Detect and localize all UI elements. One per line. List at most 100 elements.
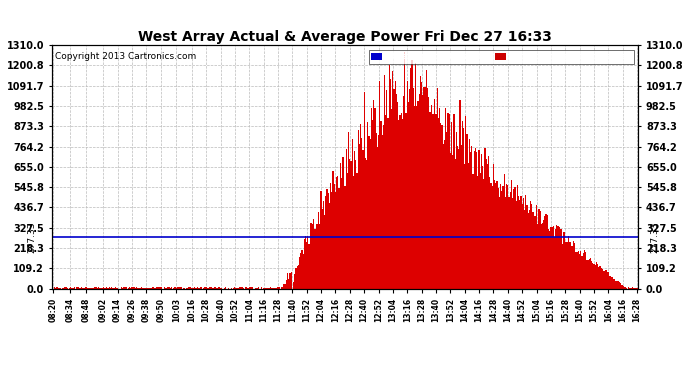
Text: 277.33: 277.33 bbox=[651, 221, 660, 253]
Bar bbox=[273, 288, 274, 289]
Bar bbox=[391, 109, 393, 289]
Bar bbox=[121, 288, 123, 289]
Bar bbox=[164, 287, 165, 289]
Bar bbox=[360, 124, 361, 289]
Bar bbox=[355, 160, 356, 289]
Bar bbox=[110, 288, 111, 289]
Bar bbox=[171, 287, 172, 289]
Bar bbox=[512, 198, 513, 289]
Bar bbox=[361, 138, 362, 289]
Bar bbox=[302, 254, 304, 289]
Bar bbox=[528, 213, 529, 289]
Bar bbox=[310, 222, 311, 289]
Bar bbox=[344, 186, 346, 289]
Bar bbox=[462, 122, 463, 289]
Bar bbox=[451, 122, 452, 289]
Bar bbox=[130, 288, 131, 289]
Bar bbox=[395, 81, 396, 289]
Bar bbox=[220, 288, 221, 289]
Bar bbox=[224, 288, 225, 289]
Bar bbox=[522, 204, 523, 289]
Bar bbox=[561, 229, 562, 289]
Bar bbox=[530, 201, 531, 289]
Bar bbox=[591, 261, 592, 289]
Bar bbox=[207, 288, 208, 289]
Bar bbox=[352, 139, 353, 289]
Bar bbox=[429, 111, 431, 289]
Bar bbox=[339, 163, 341, 289]
Bar bbox=[270, 287, 271, 289]
Bar bbox=[603, 271, 604, 289]
Bar bbox=[87, 288, 88, 289]
Bar bbox=[420, 76, 421, 289]
Bar bbox=[334, 184, 335, 289]
Bar bbox=[610, 276, 611, 289]
Bar bbox=[622, 285, 623, 289]
Bar bbox=[519, 200, 520, 289]
Bar bbox=[213, 288, 214, 289]
Bar bbox=[577, 252, 578, 289]
Bar bbox=[440, 123, 442, 289]
Bar bbox=[404, 52, 406, 289]
Bar bbox=[161, 286, 162, 289]
Bar bbox=[98, 288, 99, 289]
Bar bbox=[411, 60, 413, 289]
Bar bbox=[510, 192, 511, 289]
Bar bbox=[74, 286, 75, 289]
Bar bbox=[551, 227, 553, 289]
Bar bbox=[123, 287, 124, 289]
Bar bbox=[544, 216, 546, 289]
Bar bbox=[537, 224, 538, 289]
Bar bbox=[335, 192, 336, 289]
Title: West Array Actual & Average Power Fri Dec 27 16:33: West Array Actual & Average Power Fri De… bbox=[138, 30, 552, 44]
Bar bbox=[388, 66, 390, 289]
Bar bbox=[233, 288, 235, 289]
Bar bbox=[406, 81, 408, 289]
Bar bbox=[354, 151, 355, 289]
Bar bbox=[374, 108, 375, 289]
Bar bbox=[217, 287, 219, 289]
Bar bbox=[95, 287, 97, 289]
Bar bbox=[475, 148, 476, 289]
Bar bbox=[488, 156, 489, 289]
Bar bbox=[54, 287, 55, 289]
Bar bbox=[543, 219, 544, 289]
Bar bbox=[328, 193, 329, 289]
Bar bbox=[611, 277, 613, 289]
Bar bbox=[312, 224, 313, 289]
Bar bbox=[431, 105, 432, 289]
Bar bbox=[484, 148, 486, 289]
Bar bbox=[306, 242, 307, 289]
Bar bbox=[353, 177, 354, 289]
Bar bbox=[549, 231, 551, 289]
Bar bbox=[414, 106, 415, 289]
Bar bbox=[307, 236, 308, 289]
Bar bbox=[206, 286, 207, 289]
Bar bbox=[141, 287, 142, 289]
Bar bbox=[108, 287, 110, 289]
Bar bbox=[338, 188, 339, 289]
Bar bbox=[419, 94, 420, 289]
Bar bbox=[208, 288, 209, 289]
Bar bbox=[343, 157, 344, 289]
Bar bbox=[69, 288, 70, 289]
Bar bbox=[197, 288, 199, 289]
Bar bbox=[215, 287, 217, 289]
Bar bbox=[489, 177, 491, 289]
Bar bbox=[592, 263, 593, 289]
Bar bbox=[584, 251, 585, 289]
Bar bbox=[424, 87, 426, 289]
Bar bbox=[524, 210, 525, 289]
Bar bbox=[623, 286, 624, 289]
Bar bbox=[351, 161, 352, 289]
Bar bbox=[511, 180, 512, 289]
Bar bbox=[337, 176, 338, 289]
Bar bbox=[316, 224, 317, 289]
Bar bbox=[372, 120, 373, 289]
Bar bbox=[333, 171, 334, 289]
Bar bbox=[595, 262, 597, 289]
Bar bbox=[92, 288, 93, 289]
Bar bbox=[112, 288, 113, 289]
Bar bbox=[331, 192, 333, 289]
Bar bbox=[330, 183, 331, 289]
